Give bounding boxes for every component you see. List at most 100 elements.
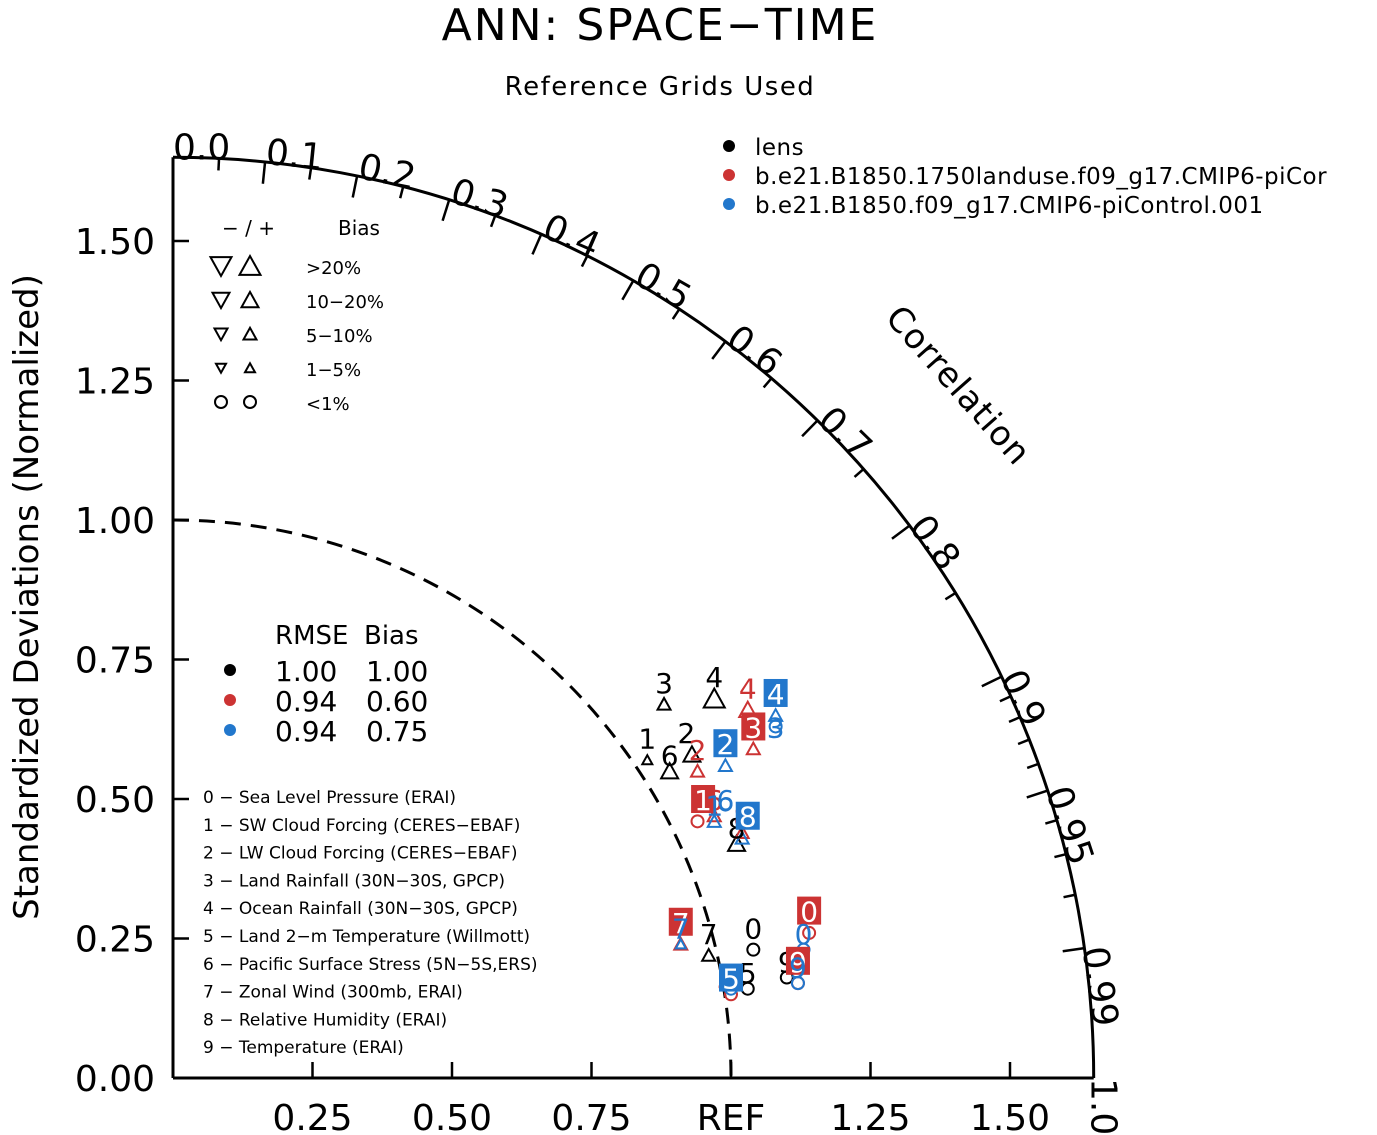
bias-legend-down-marker [214,395,228,409]
data-point [674,937,688,950]
bias-legend-down-marker [210,291,232,311]
correlation-tick [1026,762,1039,770]
data-point [717,757,734,773]
data-point [790,976,805,991]
correlation-tick-label: 0.8 [901,508,968,578]
variable-legend-entry: 5 − Land 2−m Temperature (Willmott) [203,927,530,947]
legend-entry: b.e21.B1850.1750landuse.f09_g17.CMIP6-pi… [755,164,1327,190]
correlation-tick [261,161,267,184]
correlation-tick [944,591,957,601]
bias-legend-up-marker [237,253,263,276]
bias-legend-label: 10−20% [306,292,384,313]
correlation-tick [1017,738,1030,746]
x-tick-label: 0.75 [551,1098,631,1135]
y-tick-label: 0.75 [75,641,155,682]
data-point [690,814,705,829]
bias-legend-up-marker [243,361,257,374]
data-point [746,942,761,957]
data-label: 5 [722,963,740,996]
stats-legend-rmse: 0.94 [275,715,337,748]
correlation-tick-label: 0.3 [446,171,513,227]
variable-legend-entry: 7 − Zonal Wind (300mb, ERAI) [203,983,463,1003]
bias-legend-header-symbols: − / + [222,216,275,240]
correlation-tick-label: 0.99 [1074,944,1126,1029]
data-label: 0 [795,918,813,951]
correlation-tick [621,280,635,301]
y-tick-label: 1.00 [75,501,155,542]
y-axis-label: Standardized Deviations (Normalized) [7,274,47,920]
correlation-tick-label: 0.2 [355,147,419,199]
correlation-tick-label: 0.7 [810,399,880,468]
outer-arc [172,155,1096,1079]
correlation-tick [580,255,589,268]
correlation-tick [1008,716,1021,724]
data-point [706,813,723,828]
correlation-tick [1062,946,1085,953]
variable-legend-entry: 2 − LW Cloud Forcing (CERES−EBAF) [203,844,517,864]
data-label: 9 [789,946,807,979]
bias-legend-label: <1% [306,394,350,415]
data-label-box [735,801,760,830]
correlation-tick [999,695,1012,703]
correlation-tick [671,308,681,320]
variable-legend-entry: 8 − Relative Humidity (ERAI) [203,1010,447,1030]
data-label: 3 [767,711,785,744]
data-label: 7 [672,907,690,940]
data-point [640,753,654,766]
bias-legend-up-marker [239,289,261,309]
data-label: 4 [739,672,757,705]
stats-legend-dot [224,664,236,676]
data-label: 1 [638,723,656,756]
stats-legend-rmse: 1.00 [275,655,337,688]
bias-legend-label: 5−10% [306,326,373,347]
data-label: 1 [705,790,723,823]
plot-frame [171,155,1096,1080]
variable-legend-entry: 0 − Sea Level Pressure (ERAI) [203,788,456,808]
correlation-tick [1026,789,1049,799]
stats-legend-bias: 0.60 [366,685,428,718]
correlation-tick [1045,819,1058,825]
correlation-tick [891,524,911,540]
legend-dot [723,140,735,152]
data-label: 4 [705,661,723,694]
legend-dot [723,169,735,181]
correlation-tick [981,675,1003,688]
data-point [700,947,717,962]
data-label-box [763,678,788,707]
correlation-tick [308,167,313,180]
data-label: 6 [705,784,723,817]
correlation-tick [351,175,359,198]
data-label: 6 [661,739,679,772]
correlation-tick [441,199,451,222]
stats-legend-dot [224,694,236,706]
chart-subtitle: Reference Grids Used [505,72,816,102]
bias-legend-label: >20% [306,258,361,279]
data-label: 1 [694,784,712,817]
y-tick-label: 0.00 [75,1059,155,1100]
data-point [718,797,733,812]
stats-legend-rmse: 0.94 [275,685,337,718]
x-tick-label: 1.50 [970,1098,1050,1135]
data-marks: 012345678901234567890123456789 [638,661,822,1002]
data-label-box [668,907,693,936]
variable-legend-entry: 1 − SW Cloud Forcing (CERES−EBAF) [203,816,520,836]
correlation-tick-label: 0.0 [173,127,230,168]
data-label: 6 [717,784,735,817]
bias-legend-down-marker [212,327,230,343]
bias-legend-down-marker [208,256,234,279]
correlation-tick [217,158,221,171]
data-point [659,760,680,780]
stats-legend-bias-title: Bias [364,621,419,651]
y-tick-label: 1.50 [75,222,155,263]
variable-legend-entry: 3 − Land Rainfall (30N−30S, GPCP) [203,871,505,891]
legend-dot [723,198,735,210]
x-tick-label: 0.25 [272,1098,352,1135]
data-point [706,807,723,823]
data-point [745,740,762,756]
data-point [767,707,784,722]
data-label: 9 [789,951,807,984]
data-label: 2 [689,734,707,767]
x-tick-label: 1.25 [830,1098,910,1135]
data-label: 2 [717,728,735,761]
data-point [681,744,703,763]
